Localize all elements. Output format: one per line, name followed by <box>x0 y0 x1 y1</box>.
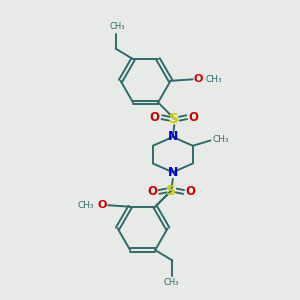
Text: N: N <box>168 166 178 179</box>
Text: S: S <box>169 112 179 126</box>
Text: CH₃: CH₃ <box>212 135 229 144</box>
Text: O: O <box>147 185 157 199</box>
Text: O: O <box>150 111 160 124</box>
Text: CH₃: CH₃ <box>163 278 178 287</box>
Text: CH₃: CH₃ <box>77 201 94 210</box>
Text: CH₃: CH₃ <box>206 75 223 84</box>
Text: N: N <box>168 130 178 143</box>
Text: O: O <box>186 185 196 199</box>
Text: O: O <box>194 74 203 84</box>
Text: O: O <box>98 200 107 210</box>
Text: S: S <box>166 184 176 197</box>
Text: O: O <box>189 111 199 124</box>
Text: CH₃: CH₃ <box>110 22 125 31</box>
